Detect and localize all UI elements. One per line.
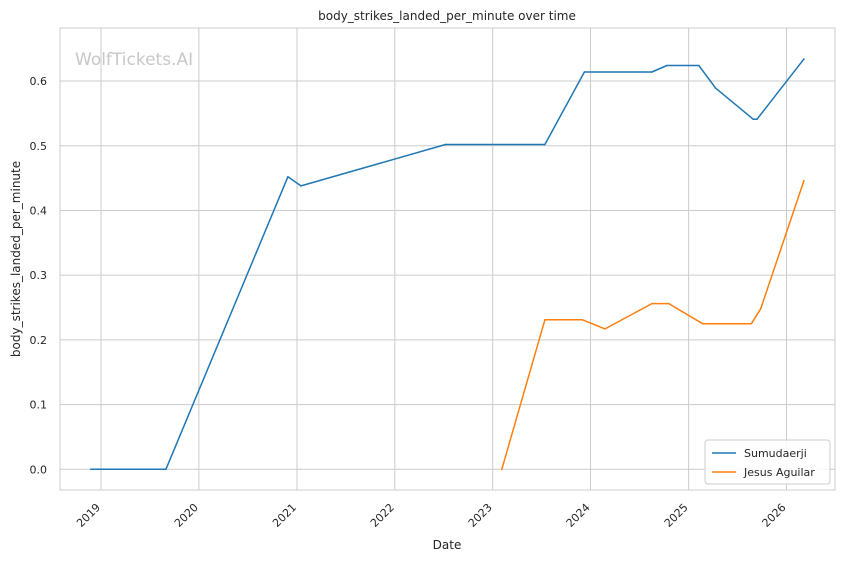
y-tick-label: 0.6 [30, 75, 48, 88]
data-point-jesus-aguilar [701, 322, 704, 325]
data-point-jesus-aguilar [544, 319, 546, 321]
data-point-jesus-aguilar [750, 322, 753, 325]
data-point-sumudaerji [666, 64, 668, 67]
data-point-sumudaerji [583, 71, 586, 73]
data-point-sumudaerji [90, 468, 92, 471]
y-axis-label: body_strikes_landed_per_minute [9, 161, 23, 357]
grid-lines [60, 28, 835, 490]
data-point-sumudaerji [714, 87, 717, 89]
x-axis-label: Date [433, 538, 462, 552]
y-tick-label: 0.3 [30, 269, 48, 282]
data-point-sumudaerji [444, 143, 447, 146]
data-point-sumudaerji [698, 64, 700, 67]
data-point-sumudaerji [287, 176, 289, 178]
series-lines [90, 58, 805, 471]
data-point-sumudaerji [651, 71, 653, 73]
y-tick-label: 0.5 [30, 140, 48, 153]
data-point-sumudaerji [752, 118, 754, 120]
series-line-sumudaerji [90, 58, 805, 471]
data-point-jesus-aguilar [581, 319, 584, 321]
data-point-sumudaerji [165, 468, 167, 471]
y-tick-label: 0.1 [30, 399, 48, 412]
watermark: WolfTickets.AI [75, 50, 193, 70]
data-point-jesus-aguilar [651, 302, 653, 305]
data-point-jesus-aguilar [501, 468, 503, 471]
data-point-jesus-aguilar [668, 302, 670, 305]
legend-label-jesus-aguilar: Jesus Aguilar [743, 466, 815, 479]
legend: Sumudaerji Jesus Aguilar [704, 439, 831, 485]
data-point-sumudaerji [544, 143, 546, 146]
y-tick-label: 0.2 [30, 334, 48, 347]
data-point-jesus-aguilar [803, 179, 805, 182]
data-point-jesus-aguilar [759, 308, 762, 310]
legend-label-sumudaerji: Sumudaerji [744, 447, 807, 460]
y-tick-label: 0.0 [30, 463, 48, 476]
legend-box [704, 439, 831, 485]
chart-title: body_strikes_landed_per_minute over time [318, 9, 576, 23]
data-point-sumudaerji [300, 185, 302, 187]
data-point-sumudaerji [756, 118, 758, 120]
plot-frame [59, 27, 836, 491]
y-axis-ticks: 0.0 0.1 0.2 0.3 0.4 0.5 0.6 [30, 75, 48, 476]
plot-area: WolfTickets.AI [59, 27, 836, 491]
y-tick-label: 0.4 [30, 204, 48, 217]
series-line-jesus-aguilar [501, 180, 805, 470]
data-point-jesus-aguilar [604, 328, 606, 330]
data-point-sumudaerji [803, 58, 805, 60]
